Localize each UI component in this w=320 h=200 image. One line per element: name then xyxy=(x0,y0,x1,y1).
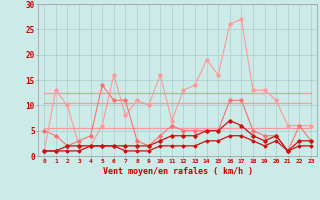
X-axis label: Vent moyen/en rafales ( km/h ): Vent moyen/en rafales ( km/h ) xyxy=(103,167,252,176)
